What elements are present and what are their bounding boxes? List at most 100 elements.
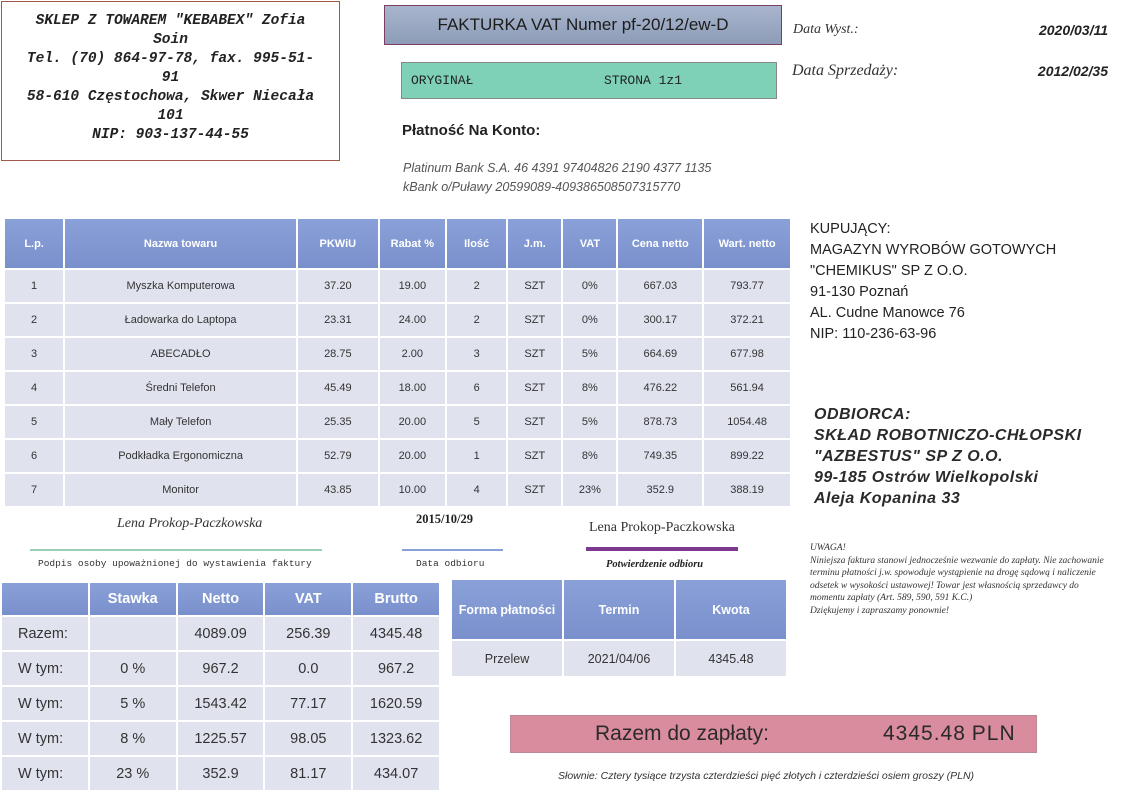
table-cell: 5% xyxy=(563,406,617,438)
table-cell: 7 xyxy=(5,474,64,506)
table-cell: 3 xyxy=(5,338,64,370)
table-cell: 5 % xyxy=(89,687,176,720)
buyer-line: KUPUJĄCY: xyxy=(810,221,891,237)
receiver-line: "AZBESTUS" SP Z O.O. xyxy=(814,448,1004,465)
table-cell: SZT xyxy=(508,474,562,506)
col-header: Rabat % xyxy=(379,219,446,268)
table-cell: 25.35 xyxy=(298,406,378,438)
table-row: W tym: 8 % 1225.57 98.05 1323.62 xyxy=(2,722,439,755)
table-cell: SZT xyxy=(508,406,562,438)
table-cell: 52.79 xyxy=(298,440,378,472)
payment-terms-table: Forma płatności Termin Kwota Przelew 202… xyxy=(450,578,788,678)
table-cell: 1323.62 xyxy=(353,722,439,755)
items-header-row: L.p. Nazwa towaru PKWiU Rabat % Ilość J.… xyxy=(5,219,790,268)
receiver-caption: Potwierdzenie odbioru xyxy=(606,559,704,570)
receiver-signature: Lena Prokop-Paczkowska xyxy=(589,520,735,535)
table-cell: Monitor xyxy=(65,474,296,506)
col-header: Ilość xyxy=(447,219,507,268)
table-cell: 793.77 xyxy=(704,270,790,302)
table-cell: 352.9 xyxy=(177,757,264,790)
payment-header-row: Forma płatności Termin Kwota xyxy=(452,580,786,639)
seller-line: 58-610 Częstochowa, Skwer Niecała xyxy=(26,89,315,105)
table-cell: 23.31 xyxy=(298,304,378,336)
col-header: J.m. xyxy=(508,219,562,268)
table-cell: SZT xyxy=(508,372,562,404)
receipt-date-line xyxy=(402,549,503,551)
col-header: Brutto xyxy=(353,583,439,615)
table-cell: 20.00 xyxy=(379,440,446,472)
table-cell: 23% xyxy=(563,474,617,506)
payment-amount: 4345.48 xyxy=(676,641,786,676)
sale-date: 2012/02/35 xyxy=(1037,63,1108,79)
receiver-line: SKŁAD ROBOTNICZO-CHŁOPSKI xyxy=(814,427,1082,444)
table-cell: 4 xyxy=(447,474,507,506)
seller-line: NIP: 903-137-44-55 xyxy=(92,127,249,143)
table-cell: W tym: xyxy=(2,757,88,790)
col-header: Kwota xyxy=(676,580,786,639)
table-cell: 0 % xyxy=(89,652,176,685)
table-cell: 2 xyxy=(447,270,507,302)
table-cell: 0% xyxy=(563,270,617,302)
table-cell: 98.05 xyxy=(265,722,352,755)
table-cell: Razem: xyxy=(2,617,88,650)
table-cell: 24.00 xyxy=(379,304,446,336)
table-row: 6 Podkładka Ergonomiczna 52.79 20.00 1 SZT 8% 7… xyxy=(5,440,790,472)
table-cell: 5% xyxy=(563,338,617,370)
table-cell: 2.00 xyxy=(379,338,446,370)
notice-block: UWAGA! Niniejsza faktura stanowi jednocz… xyxy=(810,542,1110,617)
receiver-signature-line xyxy=(586,547,738,551)
table-row: 7 Monitor 43.85 10.00 4 SZT 23% 352.9 388.19 xyxy=(5,474,790,506)
table-cell: 8 % xyxy=(89,722,176,755)
table-cell: 0% xyxy=(563,304,617,336)
buyer-line: NIP: 110-236-63-96 xyxy=(810,326,937,342)
buyer-line: MAGAZYN WYROBÓW GOTOWYCH xyxy=(810,242,1057,258)
bank-account-2: kBank o/Puławy 20599089-4093865085073157… xyxy=(403,180,681,194)
table-cell: 899.22 xyxy=(704,440,790,472)
col-header: Nazwa towaru xyxy=(65,219,296,268)
buyer-line: AL. Cudne Manowce 76 xyxy=(810,305,965,321)
table-cell: 43.85 xyxy=(298,474,378,506)
notice-text: Niniejsza faktura stanowi jednocześnie w… xyxy=(810,555,1104,604)
table-cell: 77.17 xyxy=(265,687,352,720)
table-row: 5 Mały Telefon 25.35 20.00 5 SZT 5% 878.73 1054.… xyxy=(5,406,790,438)
table-cell: 2 xyxy=(5,304,64,336)
total-amount: 4345.48 xyxy=(883,722,966,745)
table-cell: 749.35 xyxy=(618,440,703,472)
invoice-title: FAKTURKA VAT Numer pf-20/12/ew-D xyxy=(384,5,782,45)
table-row: 3 ABECADŁO 28.75 2.00 3 SZT 5% 664.69 677.98 xyxy=(5,338,790,370)
col-header: Forma płatności xyxy=(452,580,562,639)
table-cell: 1 xyxy=(447,440,507,472)
table-cell: 677.98 xyxy=(704,338,790,370)
table-cell: Średni Telefon xyxy=(65,372,296,404)
bank-account-1: Platinum Bank S.A. 46 4391 97404826 2190… xyxy=(403,161,712,175)
table-cell: 8% xyxy=(563,440,617,472)
table-cell: 434.07 xyxy=(353,757,439,790)
issue-date-label: Data Wyst.: xyxy=(793,22,859,37)
original-label: ORYGINAŁ xyxy=(411,73,474,88)
table-cell: 476.22 xyxy=(618,372,703,404)
col-header: VAT xyxy=(563,219,617,268)
seller-line: SKLEP Z TOWAREM "KEBABEX" Zofia xyxy=(35,13,306,29)
table-cell: 967.2 xyxy=(177,652,264,685)
table-cell: W tym: xyxy=(2,722,88,755)
table-row: W tym: 23 % 352.9 81.17 434.07 xyxy=(2,757,439,790)
col-header: Stawka xyxy=(89,583,176,615)
receiver-block: ODBIORCA: SKŁAD ROBOTNICZO-CHŁOPSKI "AZB… xyxy=(814,404,1082,509)
receiver-line: ODBIORCA: xyxy=(814,406,911,423)
table-cell: 967.2 xyxy=(353,652,439,685)
col-header: Termin xyxy=(564,580,674,639)
buyer-block: KUPUJĄCY: MAGAZYN WYROBÓW GOTOWYCH "CHEM… xyxy=(810,219,1056,345)
table-cell: 5 xyxy=(5,406,64,438)
vat-body: Razem: 4089.09 256.39 4345.48 W tym: 0 % 967.2… xyxy=(2,617,439,790)
table-cell: 19.00 xyxy=(379,270,446,302)
amount-in-words: Słownie: Cztery tysiące trzysta czterdzi… xyxy=(558,770,975,782)
table-cell: W tym: xyxy=(2,652,88,685)
vat-header-row: Stawka Netto VAT Brutto xyxy=(2,583,439,615)
table-cell: 388.19 xyxy=(704,474,790,506)
payment-due-date: 2021/04/06 xyxy=(564,641,674,676)
table-cell: SZT xyxy=(508,270,562,302)
page-label: STRONA 1z1 xyxy=(604,73,683,88)
table-cell: Myszka Komputerowa xyxy=(65,270,296,302)
table-cell: 23 % xyxy=(89,757,176,790)
table-cell: 300.17 xyxy=(618,304,703,336)
